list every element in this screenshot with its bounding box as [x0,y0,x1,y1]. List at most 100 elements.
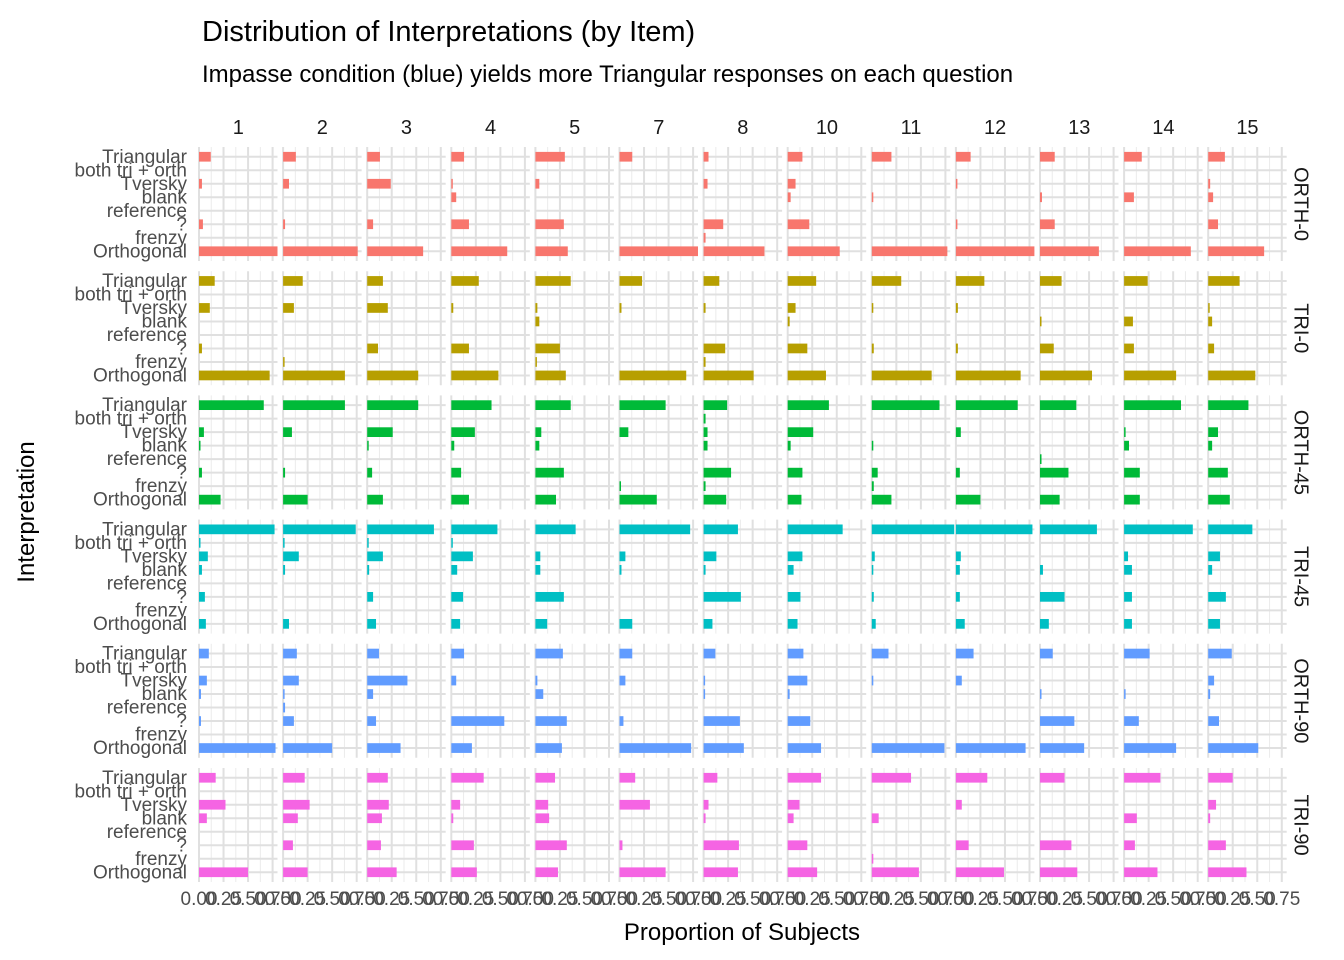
y-tick-label: frenzy [135,725,187,746]
bar [1208,772,1233,783]
bar [1124,564,1132,575]
bar [535,400,571,411]
x-tick-label: 0.50 [1155,889,1192,910]
bar [199,675,207,686]
y-tick-label: Triangular [102,147,188,168]
bar [871,618,876,629]
bar [787,440,791,451]
bar [535,178,540,189]
facet-panel [450,271,530,386]
bar [787,316,790,327]
y-tick-label: blank [142,436,188,457]
x-tick-label: 0.25 [541,889,578,910]
facet-panel [450,147,530,261]
bar [871,772,912,783]
bar [199,867,249,878]
bar [1124,551,1129,562]
x-tick-label: 0.50 [398,889,435,910]
facet-panel [702,643,783,758]
facet-panel [1207,147,1287,261]
bar [1208,840,1226,851]
facet-panel [1207,271,1287,386]
x-tick-label: 0.50 [482,889,519,910]
y-tick-label: Orthogonal [93,365,187,386]
facet-strip-label: 10 [816,117,838,139]
bar [955,799,962,810]
bar [1124,591,1132,602]
bar [787,400,829,411]
bar [1208,675,1215,686]
x-tick-label: 0.25 [289,889,326,910]
bar [1208,867,1247,878]
y-tick-label: blank [142,560,188,581]
bar [1208,343,1215,354]
bar [955,246,1035,257]
facet-panel [870,147,951,261]
bar [619,716,624,726]
bar [451,276,479,286]
bar [367,494,383,505]
bar [283,799,310,810]
bar [703,178,708,189]
x-tick-label: 0.00 [601,889,638,910]
y-tick-label: ? [176,835,187,856]
bar [535,675,538,686]
bar [451,591,464,602]
facet-strip-label: 4 [485,117,496,139]
bar [955,648,974,659]
facet-panel [198,271,278,386]
facet-strip-label: 5 [569,117,580,139]
bar [1124,772,1161,783]
bar [1208,799,1217,810]
bar [535,316,540,327]
x-tick-label: 0.75 [675,889,712,910]
bar [283,551,299,562]
bar [283,813,298,824]
bar [199,564,202,575]
bar [703,427,708,438]
bar [1040,370,1093,381]
bar [619,867,666,878]
bar [451,772,484,783]
bar [199,743,276,753]
bar [1208,192,1214,203]
bar [703,276,720,286]
x-tick-label: 0.75 [1011,889,1048,910]
bar [871,303,874,313]
bar [535,343,560,354]
facet-panel [366,519,446,634]
bar [955,151,971,162]
y-tick-label: ? [176,463,187,484]
bar [787,867,818,878]
x-tick-label: 0.25 [626,889,663,910]
facet-panel [534,768,614,882]
bar [787,689,790,699]
y-tick-label: both tri + orth [75,409,187,430]
bar [199,246,278,257]
bar [955,591,960,602]
facet-panels: 1 2 3 4 5 7 8 10 11 12 13 14 15ORTH-0Triangularboth … [75,117,1312,910]
bar [955,303,958,313]
bar [703,551,717,562]
bar [451,551,473,562]
bar [1124,467,1140,478]
bar [871,551,875,562]
bar [787,799,800,810]
facet-panel [870,519,955,634]
bar [703,357,706,367]
bar [451,440,455,451]
bar [367,370,419,381]
bar [703,743,744,753]
bar [199,400,264,411]
bar [367,648,379,659]
y-tick-label: blank [142,311,188,332]
bar [451,537,453,548]
bar [619,840,623,851]
bar [1208,219,1219,230]
bar [367,564,370,575]
bar [703,716,740,726]
bar [367,551,383,562]
bar [703,370,754,381]
bar [619,799,650,810]
bar [535,219,564,230]
